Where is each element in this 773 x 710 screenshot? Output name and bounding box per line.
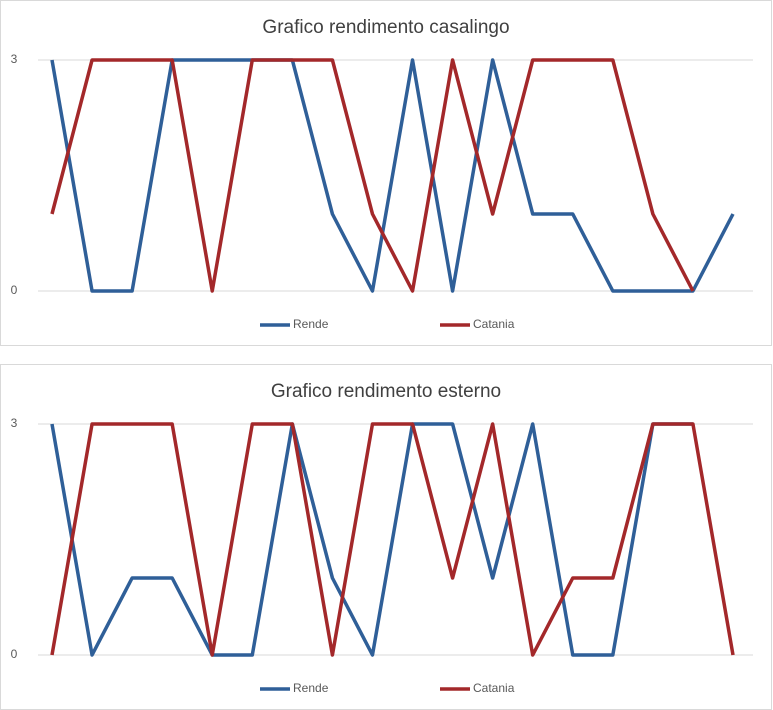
y-tick-label: 3 bbox=[11, 416, 18, 430]
series-line bbox=[50, 422, 735, 657]
chart: Grafico rendimento esterno 0 3 Rende Catania bbox=[0, 364, 772, 710]
y-tick-label: 3 bbox=[11, 52, 18, 66]
legend-label: Rende bbox=[293, 681, 329, 695]
chart-title: Grafico rendimento esterno bbox=[271, 381, 501, 402]
legend-label: Catania bbox=[473, 317, 515, 331]
series-line bbox=[50, 58, 735, 293]
series-line bbox=[50, 58, 695, 293]
series-line bbox=[50, 422, 693, 657]
chart-title: Grafico rendimento casalingo bbox=[262, 17, 509, 38]
chart: Grafico rendimento casalingo 0 3 Rende Catan… bbox=[0, 0, 772, 346]
chart-frame bbox=[0, 364, 772, 710]
y-tick-label: 0 bbox=[11, 283, 18, 297]
legend-label: Rende bbox=[293, 317, 329, 331]
y-tick-label: 0 bbox=[11, 647, 18, 661]
chart-frame bbox=[0, 0, 772, 346]
legend-label: Catania bbox=[473, 681, 515, 695]
